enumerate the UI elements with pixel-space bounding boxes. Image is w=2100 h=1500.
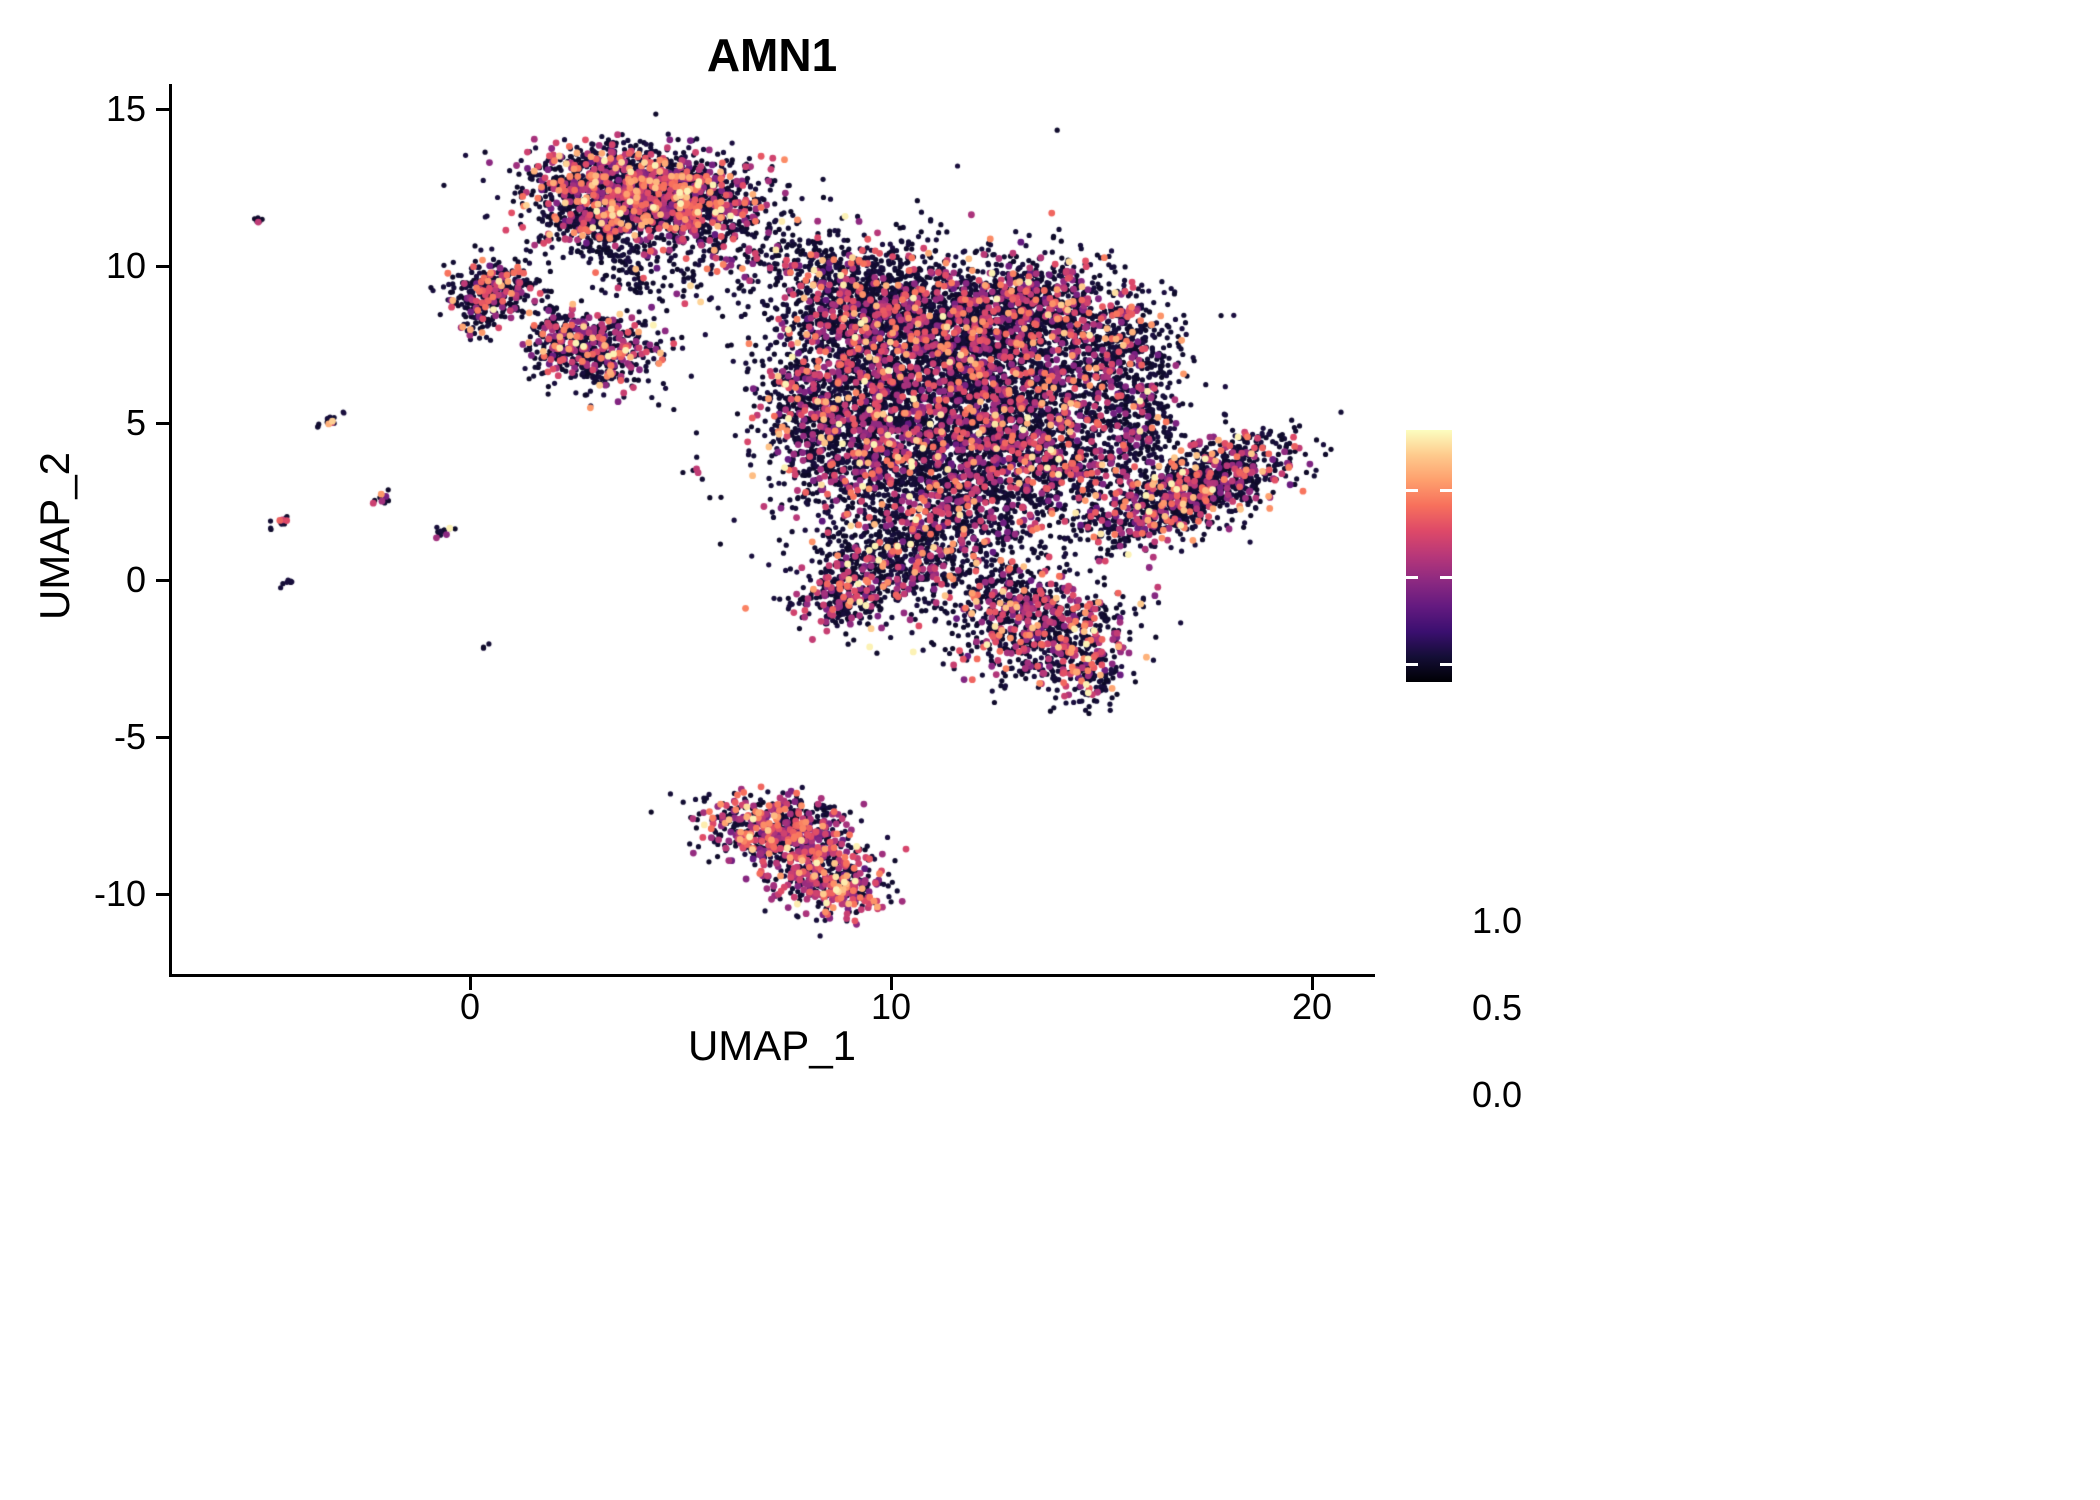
colorbar-tick-left [1406, 576, 1418, 580]
x-tick-label: 20 [1291, 986, 1333, 1027]
colorbar-tick-right [1440, 576, 1452, 580]
x-axis-label: UMAP_1 [687, 1022, 857, 1069]
colorbar-label-high: 1.0 [1472, 900, 1523, 941]
y-tick-label: 0 [125, 559, 146, 600]
y-tick-mark [156, 735, 169, 739]
colorbar-tick-right [1440, 489, 1452, 493]
y-tick-label: 10 [105, 245, 146, 286]
colorbar-label-mid: 0.5 [1472, 987, 1523, 1028]
y-tick-label: 5 [125, 402, 146, 443]
colorbar-gradient [1406, 430, 1452, 682]
y-tick-label: -5 [113, 716, 146, 757]
y-tick-mark [156, 107, 169, 111]
colorbar-label-low: 0.0 [1472, 1074, 1523, 1115]
x-axis-line [169, 974, 1375, 977]
x-tick-mark [468, 977, 472, 990]
y-tick-label: 15 [105, 88, 146, 129]
y-axis-line [169, 84, 172, 976]
chart-title: AMN1 [706, 29, 838, 81]
y-tick-label: -10 [93, 873, 146, 914]
x-tick-label: 0 [459, 986, 481, 1027]
colorbar-tick-right [1440, 663, 1452, 667]
y-tick-mark [156, 578, 169, 582]
colorbar-tick-left [1406, 489, 1418, 493]
x-tick-mark [889, 977, 893, 990]
x-tick-label: 10 [870, 986, 912, 1027]
y-tick-mark [156, 264, 169, 268]
y-tick-mark [156, 421, 169, 425]
y-tick-mark [156, 892, 169, 896]
colorbar-tick-left [1406, 663, 1418, 667]
x-tick-mark [1310, 977, 1314, 990]
